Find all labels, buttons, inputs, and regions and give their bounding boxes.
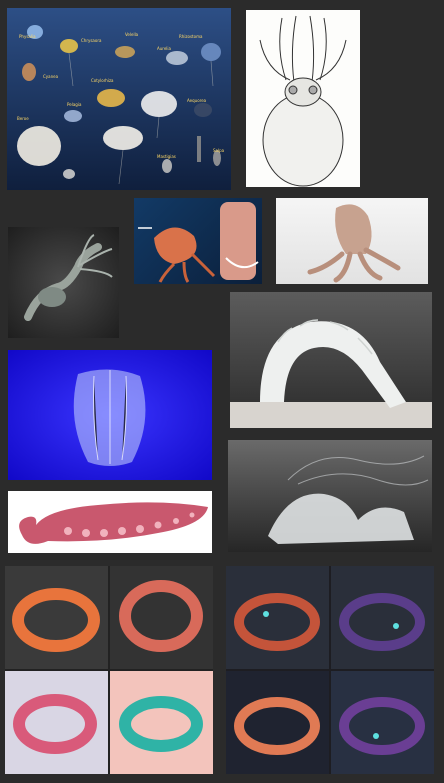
jellyfish-poster-image[interactable]: Physalia Chrysaora Velella Aurelia Rhizo… — [7, 8, 231, 190]
ghost-squid-image[interactable] — [8, 227, 119, 338]
octopus-bracelet-grid-art — [226, 566, 434, 774]
poster-label: Pelagia — [67, 102, 82, 107]
squid-illustration-image[interactable] — [246, 10, 360, 187]
squid-sketch — [259, 15, 347, 187]
poster-label: Rhizostoma — [179, 34, 203, 39]
octopus-tentacle-art — [19, 502, 208, 544]
octopus-tentacle-image[interactable] — [8, 491, 212, 553]
squid-photo-art — [138, 202, 259, 283]
soft-robot-crawler-image[interactable] — [228, 440, 432, 552]
ghost-squid-art — [24, 234, 113, 321]
octopus-sculpture-image[interactable] — [276, 198, 428, 284]
poster-label: Aequorea — [187, 98, 207, 103]
soft-robot-crawler-art — [268, 455, 429, 544]
poster-label: Cotylorhiza — [91, 78, 114, 83]
poster-label: Beroe — [17, 116, 29, 121]
bracelet-grid-image[interactable] — [5, 566, 213, 774]
poster-label: Mastigias — [157, 154, 176, 159]
bracelet-grid-art — [5, 566, 213, 774]
poster-label: Chrysaora — [81, 38, 102, 43]
poster-label: Aurelia — [157, 46, 171, 51]
comb-jelly-art — [73, 369, 146, 466]
squid-photo-image[interactable] — [134, 198, 262, 284]
soft-robot-arch-image[interactable] — [230, 292, 432, 428]
octopus-sculpture-art — [307, 204, 401, 283]
poster-label: Salpa — [213, 148, 225, 153]
octopus-bracelet-grid-image[interactable] — [226, 566, 434, 774]
soft-robot-arch-art — [230, 319, 432, 428]
jellyfish-poster-art — [17, 25, 221, 185]
poster-label: Velella — [125, 32, 139, 37]
comb-jelly-image[interactable] — [8, 350, 212, 480]
poster-label: Physalia — [19, 34, 36, 39]
poster-label: Cyanea — [43, 74, 59, 79]
